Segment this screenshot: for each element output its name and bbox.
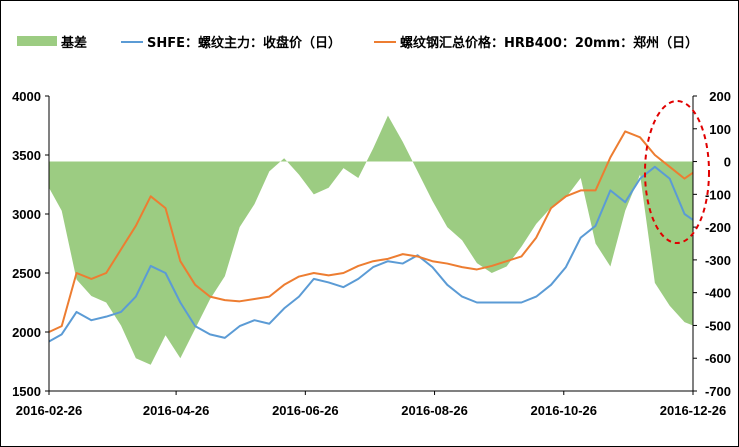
x-tick-label: 2016-06-26 (272, 403, 339, 418)
legend-label: SHFE：螺纹主力：收盘价（日） (147, 35, 341, 51)
legend-label: 螺纹钢汇总价格：HRB400：20mm：郑州（日） (400, 35, 698, 51)
y-left-tick-label: 3000 (12, 207, 41, 222)
x-tick-label: 2016-12-26 (660, 403, 727, 418)
legend-label: 基差 (60, 35, 87, 51)
y-right-tick-label: -300 (705, 253, 731, 268)
y-left-tick-label: 1500 (12, 384, 41, 399)
y-left-tick-label: 4000 (12, 89, 41, 104)
y-right-tick-label: -700 (705, 384, 731, 399)
series-shfe-line (48, 165, 694, 343)
y-right-tick-label: -200 (705, 220, 731, 235)
y-right-tick-label: 0 (724, 155, 731, 170)
y-right-tick-label: 200 (709, 89, 731, 104)
y-left-tick-label: 2500 (12, 266, 41, 281)
x-tick-label: 2016-10-26 (531, 403, 598, 418)
y-right-tick-label: 100 (709, 122, 731, 137)
y-right-tick-label: -400 (705, 286, 731, 301)
legend-swatch-basis (17, 36, 57, 46)
x-tick-label: 2016-08-26 (401, 403, 468, 418)
series-basis-area (49, 115, 693, 365)
x-tick-label: 2016-02-26 (16, 403, 83, 418)
annotation-ellipse (644, 100, 710, 244)
y-left-tick-label: 2000 (12, 325, 41, 340)
series-hrb-line (48, 130, 694, 333)
x-tick-label: 2016-04-26 (143, 403, 210, 418)
y-right-tick-label: -500 (705, 318, 731, 333)
y-right-tick-label: -100 (705, 187, 731, 202)
y-left-tick-label: 3500 (12, 148, 41, 163)
y-right-tick-label: -600 (705, 351, 731, 366)
